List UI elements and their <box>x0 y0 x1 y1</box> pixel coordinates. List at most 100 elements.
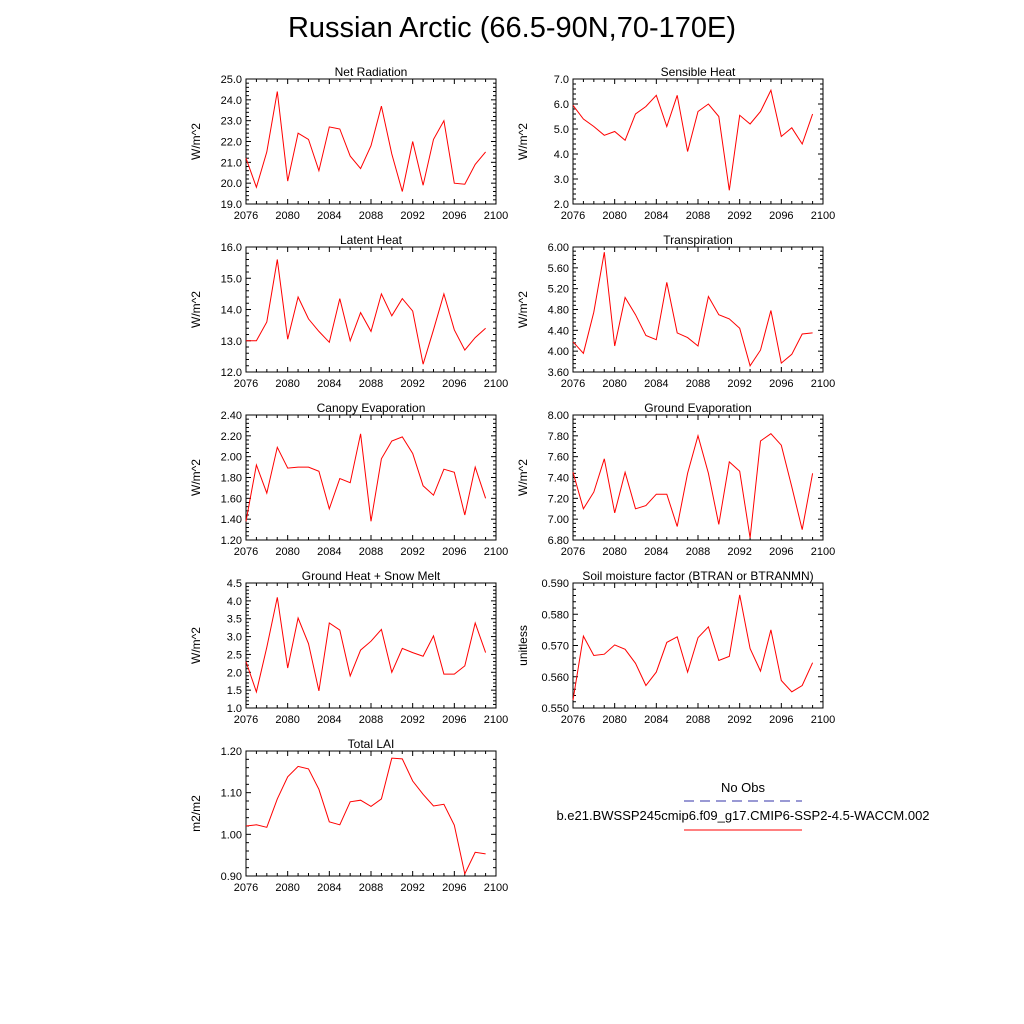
y-tick-label: 4.00 <box>548 346 569 358</box>
panel-title: Net Radiation <box>335 65 408 79</box>
y-axis-label: W/m^2 <box>516 459 530 496</box>
x-tick-label: 2100 <box>811 378 835 390</box>
x-tick-label: 2096 <box>769 546 793 558</box>
panel-title: Transpiration <box>663 233 733 247</box>
y-tick-label: 7.80 <box>548 431 569 443</box>
y-tick-label: 22.0 <box>221 137 242 149</box>
y-tick-label: 20.0 <box>221 178 242 190</box>
plot-frame <box>245 582 497 709</box>
y-tick-label: 1.40 <box>221 514 242 526</box>
x-tick-label: 2096 <box>442 714 466 726</box>
y-tick-label: 5.20 <box>548 284 569 296</box>
y-tick-label: 5.0 <box>554 124 569 136</box>
panel-title: Latent Heat <box>340 233 403 247</box>
panel-8: Soil moisture factor (BTRAN or BTRANMN) 2… <box>516 569 835 726</box>
y-tick-label: 1.80 <box>221 473 242 485</box>
y-tick-label: 16.0 <box>221 242 242 254</box>
y-tick-label: 7.60 <box>548 452 569 464</box>
y-tick-label: 0.580 <box>541 609 569 621</box>
x-tick-label: 2088 <box>686 546 710 558</box>
x-tick-label: 2100 <box>484 378 508 390</box>
y-tick-label: 2.0 <box>227 667 242 679</box>
y-tick-label: 8.00 <box>548 410 569 422</box>
x-tick-label: 2096 <box>769 714 793 726</box>
y-tick-label: 2.00 <box>221 452 242 464</box>
x-tick-label: 2084 <box>644 714 668 726</box>
x-tick-label: 2088 <box>686 378 710 390</box>
y-tick-label: 1.20 <box>221 746 242 758</box>
panel-title: Total LAI <box>348 737 395 751</box>
series-line <box>245 597 487 694</box>
panel-title: Canopy Evaporation <box>317 401 426 415</box>
plot-frame <box>572 78 824 205</box>
x-tick-label: 2092 <box>727 714 751 726</box>
y-tick-label: 2.20 <box>221 431 242 443</box>
panel-9: Total LAI 2076 2080 2084 2088 2092 2096 2100 0.9… <box>189 737 508 894</box>
series-line <box>245 91 486 192</box>
y-tick-label: 24.0 <box>221 95 242 107</box>
legend-obs-label: No Obs <box>721 780 766 795</box>
y-tick-label: 2.0 <box>554 199 569 211</box>
x-tick-label: 2084 <box>644 210 668 222</box>
y-tick-label: 12.0 <box>221 367 242 379</box>
panel-4: Transpiration 2076 2080 2084 2088 2092 2096 210… <box>516 233 835 390</box>
y-axis-label: W/m^2 <box>516 123 530 160</box>
y-tick-label: 21.0 <box>221 157 242 169</box>
y-tick-label: 4.5 <box>227 578 242 590</box>
x-tick-label: 2096 <box>442 378 466 390</box>
x-tick-label: 2080 <box>275 210 299 222</box>
y-tick-label: 3.0 <box>227 632 242 644</box>
y-axis-label: W/m^2 <box>516 291 530 328</box>
plot-frame <box>572 414 824 541</box>
series-line <box>572 594 814 701</box>
x-tick-label: 2088 <box>359 882 383 894</box>
x-tick-label: 2084 <box>317 378 341 390</box>
x-tick-label: 2084 <box>644 378 668 390</box>
y-tick-label: 23.0 <box>221 116 242 128</box>
y-tick-label: 1.20 <box>221 535 242 547</box>
y-tick-label: 3.0 <box>554 174 569 186</box>
panel-2: Sensible Heat 2076 2080 2084 2088 2092 2096 210… <box>516 65 835 222</box>
y-axis-label: W/m^2 <box>189 627 203 664</box>
y-tick-label: 4.0 <box>554 149 569 161</box>
y-tick-label: 1.60 <box>221 493 242 505</box>
y-tick-label: 2.40 <box>221 410 242 422</box>
y-tick-label: 6.80 <box>548 535 569 547</box>
series-line <box>246 259 486 365</box>
panel-3: Latent Heat 2076 2080 2084 2088 2092 2096 2100 1… <box>189 233 508 390</box>
y-tick-label: 25.0 <box>221 74 242 86</box>
y-tick-label: 7.0 <box>554 74 569 86</box>
legend-model-label: b.e21.BWSSP245cmip6.f09_g17.CMIP6-SSP2-4… <box>556 808 929 823</box>
x-tick-label: 2092 <box>727 210 751 222</box>
x-tick-label: 2076 <box>561 378 585 390</box>
x-tick-label: 2096 <box>442 546 466 558</box>
x-tick-label: 2080 <box>602 210 626 222</box>
y-tick-label: 14.0 <box>221 305 242 317</box>
x-tick-label: 2092 <box>727 546 751 558</box>
x-tick-label: 2088 <box>686 714 710 726</box>
x-tick-label: 2088 <box>359 378 383 390</box>
panel-5: Canopy Evaporation 2076 2080 2084 2088 2092 20… <box>189 401 508 558</box>
x-tick-label: 2100 <box>811 210 835 222</box>
series-line <box>572 88 814 191</box>
x-tick-label: 2076 <box>234 714 258 726</box>
x-tick-label: 2100 <box>484 546 508 558</box>
x-tick-label: 2084 <box>317 714 341 726</box>
x-tick-label: 2080 <box>602 546 626 558</box>
x-tick-label: 2092 <box>400 882 424 894</box>
page-title: Russian Arctic (66.5-90N,70-170E) <box>287 12 737 44</box>
y-tick-label: 0.550 <box>541 703 569 715</box>
series-line <box>245 757 486 876</box>
series-line <box>572 252 813 367</box>
series-line <box>245 433 487 522</box>
y-tick-label: 7.00 <box>548 514 569 526</box>
x-tick-label: 2096 <box>769 378 793 390</box>
y-axis-label: W/m^2 <box>189 459 203 496</box>
x-tick-label: 2100 <box>484 882 508 894</box>
x-tick-label: 2076 <box>561 546 585 558</box>
y-tick-label: 0.590 <box>541 578 569 590</box>
x-tick-label: 2092 <box>400 546 424 558</box>
y-tick-label: 1.5 <box>227 685 242 697</box>
y-axis-label: W/m^2 <box>189 123 203 160</box>
